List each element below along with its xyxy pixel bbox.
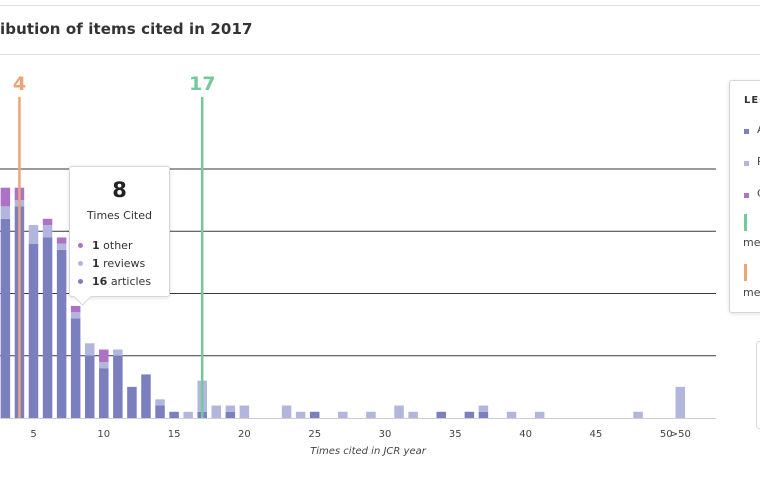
bar-segment-reviews: [281, 405, 292, 418]
x-axis-title: Times cited in JCR year: [310, 446, 427, 457]
legend-title: LEG: [744, 95, 760, 106]
bar-segment-articles: [70, 318, 81, 418]
bar-segment-articles: [309, 411, 320, 418]
bar-segment-reviews: [675, 386, 686, 418]
bar-segment-other: [70, 305, 81, 313]
x-tick-label: 35: [449, 429, 462, 440]
tooltip-count: 16: [92, 275, 108, 288]
bar-segment-articles: [42, 237, 53, 418]
bar-segment-reviews: [394, 405, 404, 418]
other-dot-icon: [78, 242, 83, 248]
top-divider: [0, 5, 760, 6]
bar-segment-reviews: [408, 411, 418, 418]
bar-segment-articles: [464, 411, 475, 418]
x-tick-label: >50: [670, 429, 691, 440]
bar-segment-reviews: [366, 411, 376, 418]
bar-segment-reviews: [56, 243, 67, 250]
x-tick-label: 10: [97, 429, 110, 440]
bar-segment-other: [0, 187, 11, 207]
legend-median-orange-text: me: [743, 286, 760, 299]
tooltip-count: 1: [92, 257, 100, 270]
x-tick-label: 30: [379, 429, 392, 440]
bar-segment-reviews: [183, 411, 193, 418]
legend-item-other[interactable]: C: [757, 187, 760, 200]
bar-segment-articles: [478, 411, 489, 418]
panel-title: ibution of items cited in 2017: [0, 20, 253, 38]
bar-tooltip: 8 Times Cited 1 other 1 reviews 16 artic…: [69, 166, 170, 306]
bar-segment-articles: [113, 355, 123, 418]
x-tick-label: 20: [238, 429, 251, 440]
bar-segment-articles: [436, 411, 446, 418]
tooltip-row-label: reviews: [103, 257, 146, 270]
articles-dot-icon: [78, 278, 83, 284]
bar-segment-reviews: [239, 405, 250, 418]
bar-segment-articles: [127, 386, 137, 418]
bar-segment-reviews: [28, 225, 39, 244]
side-panel: [756, 341, 760, 429]
bar-segment-reviews: [338, 411, 348, 418]
bar-segment-reviews: [295, 411, 306, 418]
title-divider: [0, 54, 760, 55]
bar-segment-other: [56, 237, 67, 244]
bar-segment-reviews: [534, 411, 545, 418]
bar-segment-articles: [141, 374, 151, 418]
legend-median-green-text: me: [743, 236, 760, 249]
x-tick-label: 45: [590, 429, 603, 440]
chart-legend: LEG A R C me me: [729, 80, 760, 313]
legend-swatch-reviews: [744, 161, 749, 166]
bar-segment-reviews: [113, 349, 123, 356]
bar-segment-reviews: [633, 411, 643, 418]
tooltip-row-label: other: [103, 239, 133, 252]
legend-median-green-marker: [744, 214, 747, 231]
tooltip-row-reviews: 1 reviews: [78, 257, 145, 270]
x-tick-label: 50: [660, 429, 673, 440]
bar-segment-reviews: [42, 225, 53, 238]
median-label: 17: [189, 73, 215, 95]
bar-segment-articles: [28, 243, 39, 418]
legend-swatch-other: [744, 193, 749, 198]
bar-segment-articles: [84, 355, 95, 418]
tooltip-row-other: 1 other: [78, 239, 132, 252]
bar-segment-reviews: [0, 206, 11, 219]
x-tick-label: 40: [519, 429, 532, 440]
tooltip-value: 8: [112, 178, 127, 202]
bar-segment-other: [42, 218, 53, 226]
median-label: 4: [13, 73, 26, 95]
bar-segment-articles: [0, 218, 11, 418]
bar-segment-articles: [225, 411, 236, 418]
legend-median-orange-marker: [744, 264, 747, 281]
bar-segment-articles: [99, 368, 109, 418]
x-tick-label: 15: [168, 429, 181, 440]
bar-segment-reviews: [478, 405, 489, 412]
bar-segment-articles: [155, 405, 165, 418]
bar-segment-other: [99, 349, 109, 362]
bar-segment-articles: [56, 249, 67, 418]
tooltip-count: 1: [92, 239, 100, 252]
tooltip-label: Times Cited: [87, 209, 152, 222]
bar-segment-reviews: [211, 405, 222, 418]
reviews-dot-icon: [78, 260, 83, 266]
bar-segment-reviews: [225, 405, 236, 412]
x-tick-label: 5: [30, 429, 36, 440]
bar-segment-reviews: [70, 312, 81, 319]
bar-segment-reviews: [155, 399, 165, 406]
tooltip-row-label: articles: [110, 275, 152, 288]
bar-segment-articles: [169, 411, 179, 418]
bar-segment-reviews: [506, 411, 517, 418]
bar-segment-reviews: [84, 343, 95, 356]
x-tick-label: 25: [308, 429, 321, 440]
legend-item-reviews[interactable]: R: [757, 155, 760, 168]
legend-swatch-articles: [744, 129, 749, 134]
bar-segment-reviews: [99, 361, 109, 369]
tooltip-row-articles: 16 articles: [78, 275, 151, 288]
legend-item-articles[interactable]: A: [757, 123, 760, 136]
